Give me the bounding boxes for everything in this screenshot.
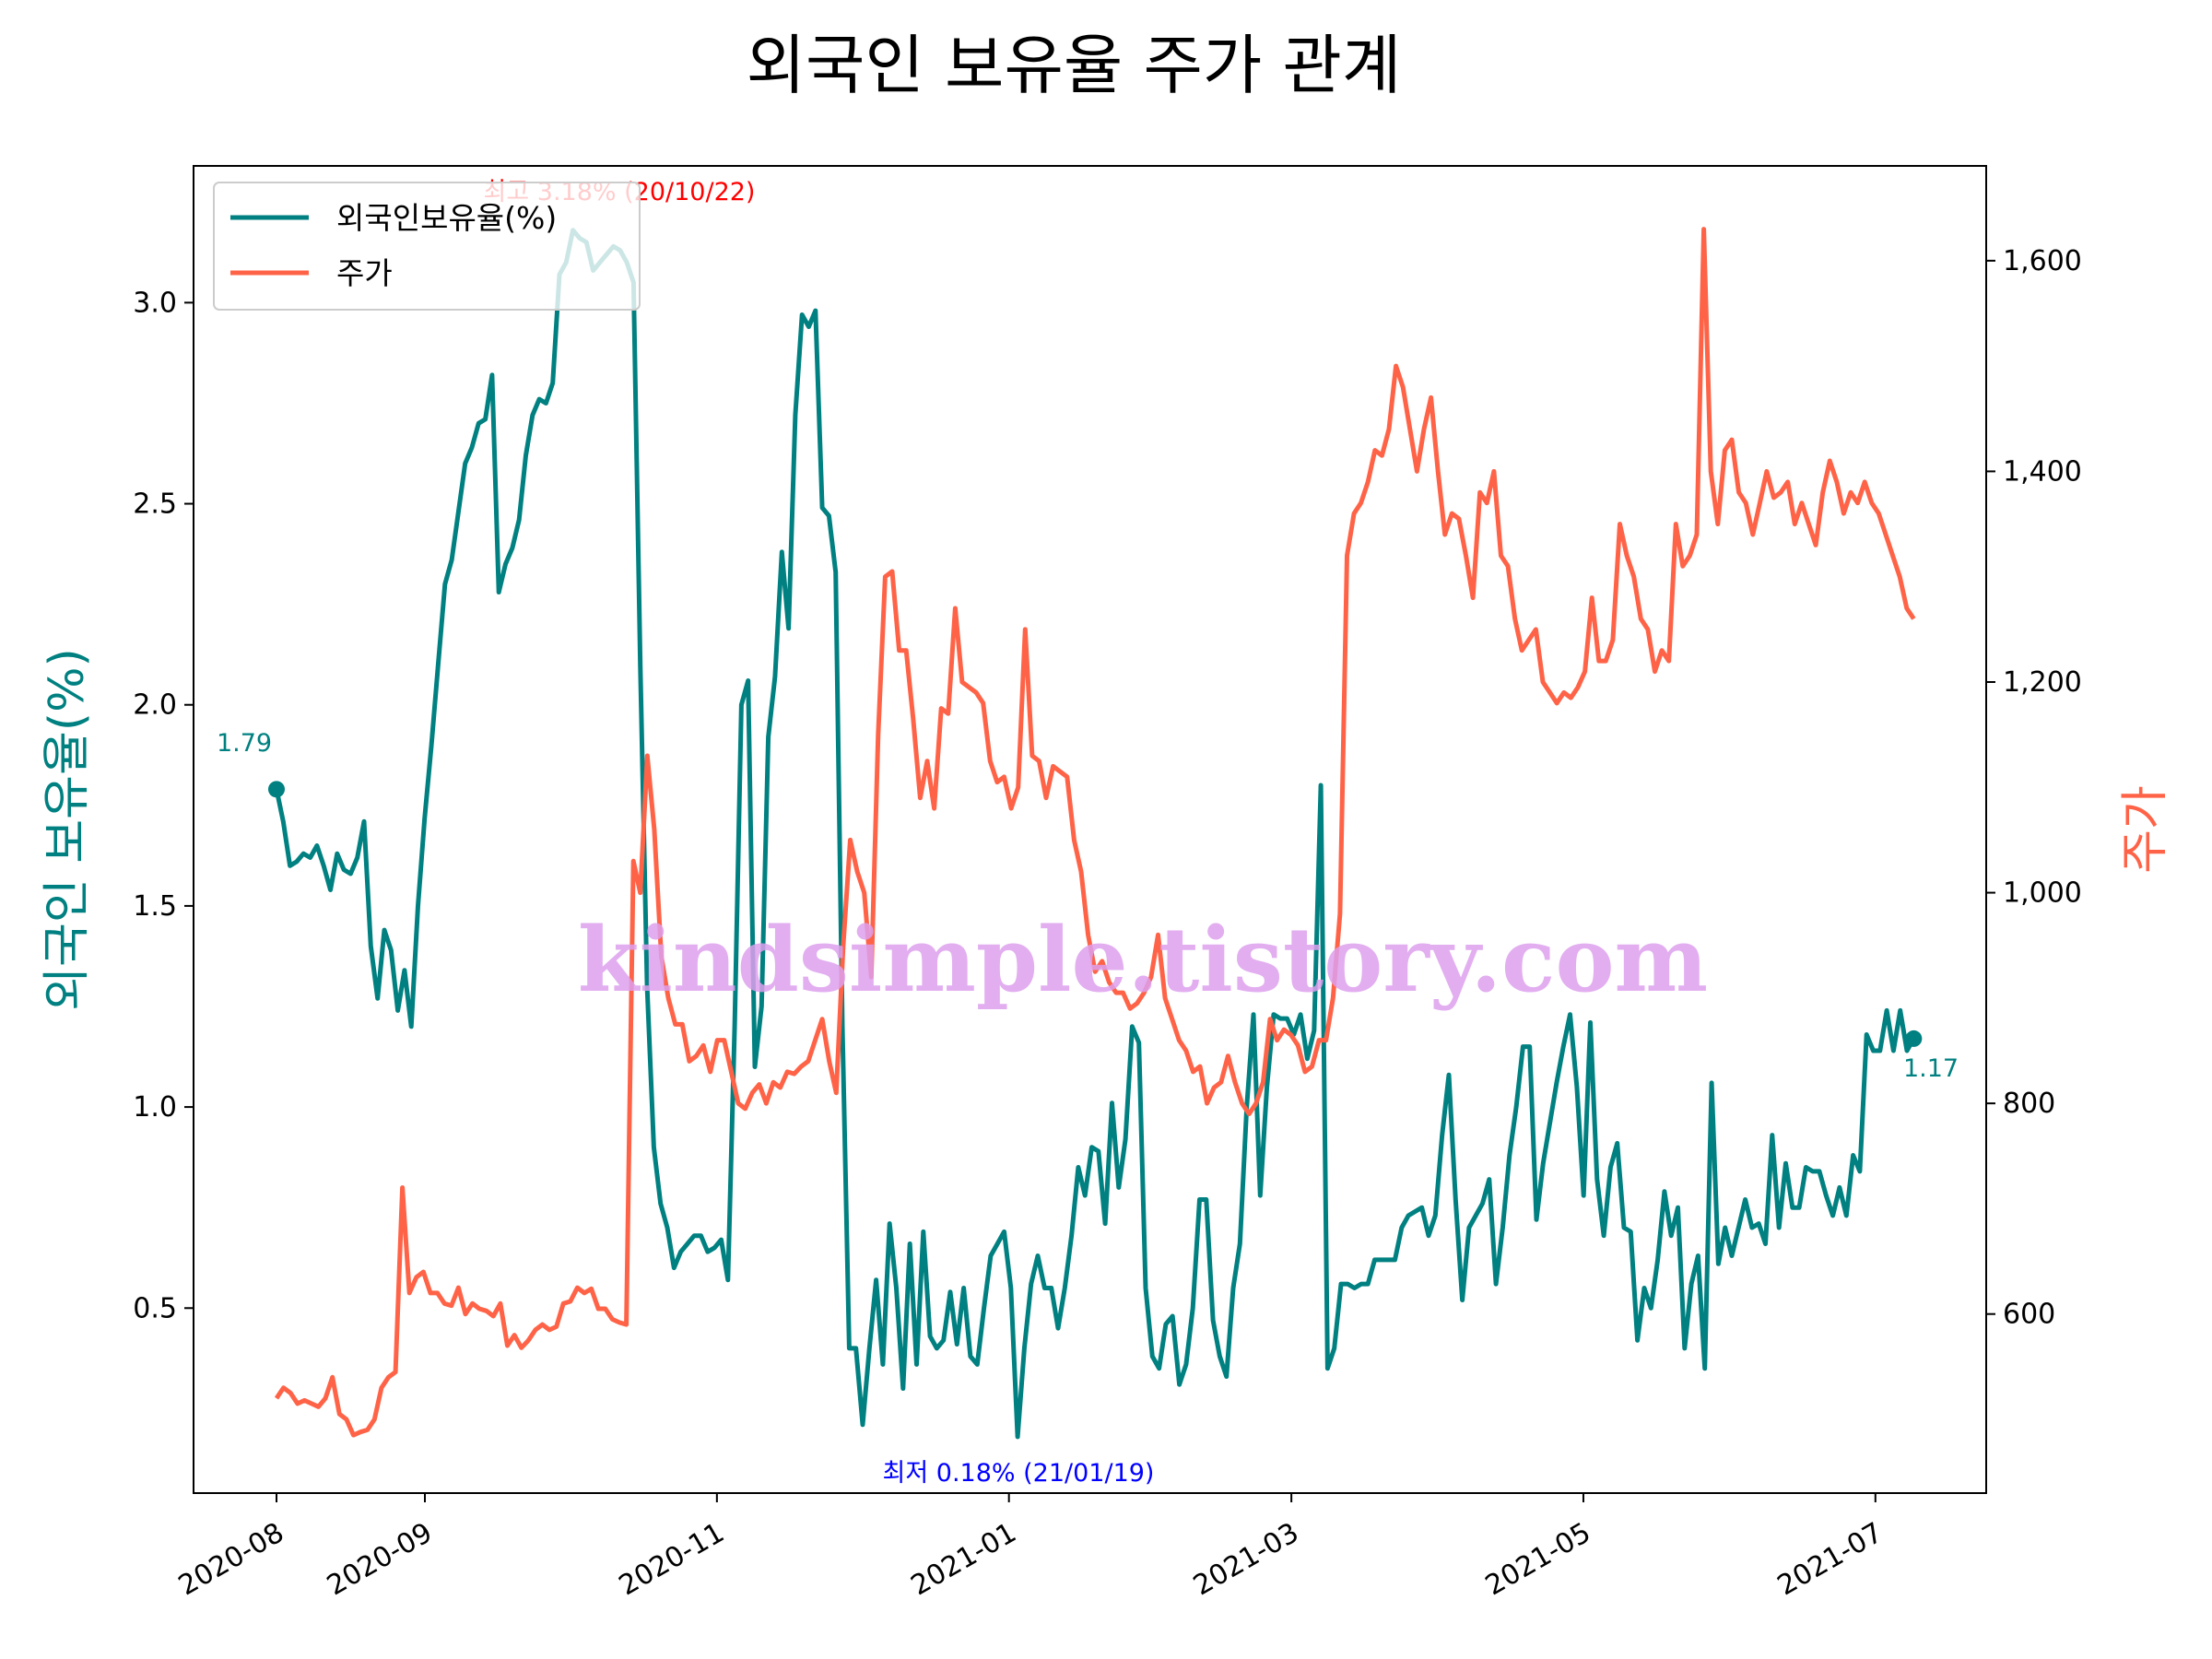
min-annotation: 최저 0.18% (21/01/19) [883, 1459, 1155, 1488]
y-right-tick-label: 600 [2003, 1299, 2055, 1331]
legend: 외국인보유율(%) 주가 [213, 182, 641, 311]
x-axis-ticks: 2020-08 2020-09 2020-11 2021-01 2021-03 2021-… [173, 1493, 1888, 1602]
y-axis-right-label: 주가 [2118, 785, 2173, 874]
y-left-tick-label: 2.5 [133, 488, 177, 521]
y-left-tick-label: 2.0 [133, 689, 177, 722]
x-tick-label: 2021-03 [1188, 1516, 1304, 1602]
y-left-tick-label: 0.5 [133, 1292, 177, 1324]
x-tick-label: 2020-09 [322, 1516, 438, 1602]
y-right-tick-label: 1,000 [2003, 877, 2082, 910]
start-value-label: 1.79 [217, 729, 272, 758]
watermark: kindsimple.tistory.com [578, 908, 1708, 1012]
start-point-marker [268, 781, 285, 798]
y-left-tick-label: 1.5 [133, 890, 177, 923]
x-tick-label: 2021-07 [1772, 1516, 1888, 1602]
y-axis-right-ticks: 600 800 1,000 1,200 1,400 1,600 [1986, 245, 2082, 1331]
x-tick-label: 2020-08 [173, 1516, 289, 1602]
end-value-label: 1.17 [1903, 1054, 1959, 1083]
y-left-tick-label: 1.0 [133, 1091, 177, 1124]
x-tick-label: 2021-01 [906, 1516, 1022, 1602]
plot-lines [268, 227, 1923, 1440]
y-right-tick-label: 1,400 [2003, 455, 2082, 488]
end-point-marker [1905, 1030, 1923, 1047]
y-axis-left-ticks: 0.5 1.0 1.5 2.0 2.5 3.0 [133, 287, 194, 1324]
series-line-price [274, 227, 1916, 1438]
y-left-tick-label: 3.0 [133, 287, 177, 319]
x-tick-label: 2021-05 [1480, 1516, 1596, 1602]
x-tick-label: 2020-11 [614, 1516, 730, 1602]
y-right-tick-label: 1,600 [2003, 245, 2082, 277]
y-axis-left-label: 외국인 보유율(%) [40, 648, 95, 1011]
legend-box [213, 182, 641, 311]
y-right-tick-label: 800 [2003, 1088, 2055, 1120]
chart-title: 외국인 보유율 주가 관계 [747, 28, 1402, 103]
legend-label-foreign: 외국인보유율(%) [336, 200, 557, 236]
y-right-tick-label: 1,200 [2003, 666, 2082, 699]
plot-frame [193, 165, 1987, 1494]
series-line-foreign [274, 228, 1916, 1440]
legend-label-price: 주가 [336, 255, 393, 291]
